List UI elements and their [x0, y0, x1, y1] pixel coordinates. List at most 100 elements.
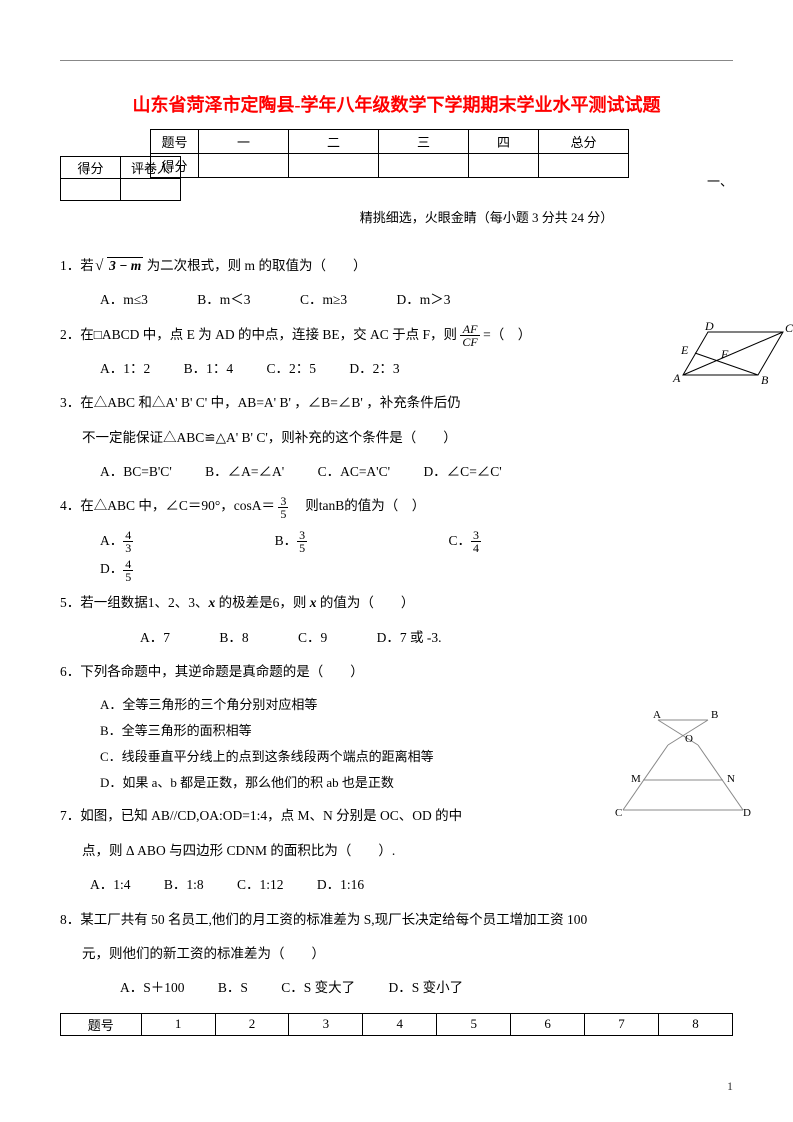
q4-A: A．43	[100, 527, 225, 555]
score-table: 题号 一 二 三 四 总分 得分	[150, 129, 629, 178]
q7-B: B．1:8	[164, 871, 204, 899]
q4: 4．在△ABC 中，∠C＝90°，cosA＝ 3 5 则tanB的值为（ ）	[60, 492, 733, 520]
fig-label-b: B	[761, 373, 769, 387]
q1-A: A．m≤3	[100, 286, 148, 314]
q4-fn: 3	[278, 495, 288, 508]
q3-B: B．∠A=∠A'	[205, 458, 284, 486]
q5-C: C．9	[298, 624, 327, 652]
answer-col-1: 1	[141, 1013, 215, 1035]
score-col-1: 一	[199, 130, 289, 154]
answer-col-2: 2	[215, 1013, 289, 1035]
q3-A: A．BC=B'C'	[100, 458, 172, 486]
q8-options: A．S＋100 B．S C．S 变大了 D．S 变小了	[60, 974, 733, 1002]
score-blank	[379, 154, 469, 178]
q6: 6．下列各命题中，其逆命题是真命题的是（ ）	[60, 658, 733, 686]
fig-label-c: C	[785, 321, 793, 335]
q5-A: A．7	[140, 624, 170, 652]
q1-options: A．m≤3 B．m＜3 C．m≥3 D．m＞3	[60, 286, 733, 314]
answer-col-5: 5	[437, 1013, 511, 1035]
score-col-4: 四	[469, 130, 539, 154]
fig-label-O: O	[685, 733, 693, 745]
answer-col-4: 4	[363, 1013, 437, 1035]
score-blank	[539, 154, 629, 178]
q4-B: B．35	[275, 527, 400, 555]
q2-frac-d: CF	[460, 336, 479, 348]
q5-B: B．8	[219, 624, 248, 652]
q8-line1: 8．某工厂共有 50 名员工,他们的月工资的标准差为 S,现厂长决定给每个员工增…	[60, 906, 733, 934]
q4-stem-a: 4．在△ABC 中，∠C＝90°，cosA＝	[60, 498, 275, 513]
score-col-3: 三	[379, 130, 469, 154]
score-col-total: 总分	[539, 130, 629, 154]
q7-D: D．1:16	[317, 871, 364, 899]
q7-line2: 点，则 Δ ABO 与四边形 CDNM 的面积比为（ ）.	[60, 837, 733, 865]
grader-blank	[61, 179, 121, 201]
q5-D: D．7 或 -3.	[377, 624, 442, 652]
answer-label: 题号	[61, 1013, 142, 1035]
q3-D: D．∠C=∠C'	[423, 458, 501, 486]
q7-C: C．1:12	[237, 871, 284, 899]
fig-label-a: A	[672, 371, 681, 385]
fig-label-A: A	[653, 710, 661, 721]
q7-A: A．1:4	[90, 871, 131, 899]
fig-label-B: B	[711, 710, 718, 721]
q1-radicand: 3 − m	[107, 257, 143, 273]
q1-stem-a: 1．若	[60, 258, 94, 273]
q1-B: B．m＜3	[197, 286, 250, 314]
q3-C: C．AC=A'C'	[318, 458, 391, 486]
q4-fd: 5	[278, 508, 288, 520]
q3-line2: 不一定能保证△ABC≌△A' B' C'，则补充的这个条件是（ ）	[60, 424, 733, 452]
q2-stem-a: 2．在□ABCD 中，点 E 为 AD 的中点，连接 BE，交 AC 于点 F，…	[60, 327, 457, 342]
q2-C: C．2：5	[267, 355, 317, 383]
q1: 1．若 3 − m 为二次根式，则 m 的取值为（ ）	[60, 252, 733, 280]
q8-B: B．S	[218, 974, 248, 1002]
q4-C: C．34	[449, 527, 574, 555]
fig-label-D: D	[743, 807, 751, 819]
page-number: 1	[727, 1079, 733, 1094]
q1-C: C．m≥3	[300, 286, 347, 314]
fig-label-N: N	[727, 773, 735, 785]
answer-col-7: 7	[585, 1013, 659, 1035]
q3-line1: 3．在△ABC 和△A' B' C' 中，AB=A' B' ，∠B=∠B' ，补…	[60, 389, 733, 417]
score-col-2: 二	[289, 130, 379, 154]
q8-C: C．S 变大了	[281, 974, 355, 1002]
grader-table: 得分 评卷人	[60, 156, 181, 201]
q2-options: A．1：2 B．1：4 C．2：5 D．2：3	[60, 355, 733, 383]
q7-line1: 7．如图，已知 AB//CD,OA:OD=1:4，点 M、N 分别是 OC、OD…	[60, 802, 733, 830]
fraction-icon: AF CF	[460, 323, 479, 348]
grader-blank	[121, 179, 181, 201]
answer-col-3: 3	[289, 1013, 363, 1035]
answer-table: 题号 1 2 3 4 5 6 7 8	[60, 1013, 733, 1036]
q2-stem-b: =（ ）	[483, 327, 531, 342]
q7-options: A．1:4 B．1:8 C．1:12 D．1:16	[60, 871, 733, 899]
section-intro: 精挑细选，火眼金睛（每小题 3 分共 24 分）	[240, 207, 733, 226]
q4-options: A．43 B．35 C．34 D．45	[60, 527, 733, 584]
q1-D: D．m＞3	[396, 286, 450, 314]
score-blank	[469, 154, 539, 178]
q2-D: D．2：3	[349, 355, 399, 383]
answer-col-6: 6	[511, 1013, 585, 1035]
q4-stem-b: 则tanB的值为（ ）	[292, 498, 426, 513]
sqrt-icon: 3 − m	[97, 252, 143, 280]
score-blank	[199, 154, 289, 178]
q2-B: B．1：4	[184, 355, 234, 383]
page-title: 山东省菏泽市定陶县-学年八年级数学下学期期末学业水平测试试题	[60, 91, 733, 117]
answer-col-8: 8	[658, 1013, 732, 1035]
grader-score: 得分	[61, 157, 121, 179]
score-blank	[289, 154, 379, 178]
q2-A: A．1：2	[100, 355, 150, 383]
fig-label-f: F	[720, 347, 729, 361]
score-row1-label: 题号	[151, 130, 199, 154]
q8-line2: 元，则他们的新工资的标准差为（ ）	[60, 940, 733, 968]
fig-label-M: M	[631, 773, 641, 785]
q3-options: A．BC=B'C' B．∠A=∠A' C．AC=A'C' D．∠C=∠C'	[60, 458, 733, 486]
q4-D: D．45	[100, 555, 225, 583]
top-rule	[60, 60, 733, 61]
q2: 2．在□ABCD 中，点 E 为 AD 的中点，连接 BE，交 AC 于点 F，…	[60, 321, 733, 349]
q5: 5．若一组数据1、2、3、x 的极差是6，则 x 的值为（ ）	[60, 589, 733, 617]
q8-A: A．S＋100	[120, 974, 185, 1002]
section-number: 一、	[707, 171, 733, 190]
q8-D: D．S 变小了	[389, 974, 464, 1002]
q5-options: A．7 B．8 C．9 D．7 或 -3.	[60, 624, 733, 652]
q1-stem-b: 为二次根式，则 m 的取值为（ ）	[147, 258, 367, 273]
fraction-icon: 3 5	[278, 495, 288, 520]
